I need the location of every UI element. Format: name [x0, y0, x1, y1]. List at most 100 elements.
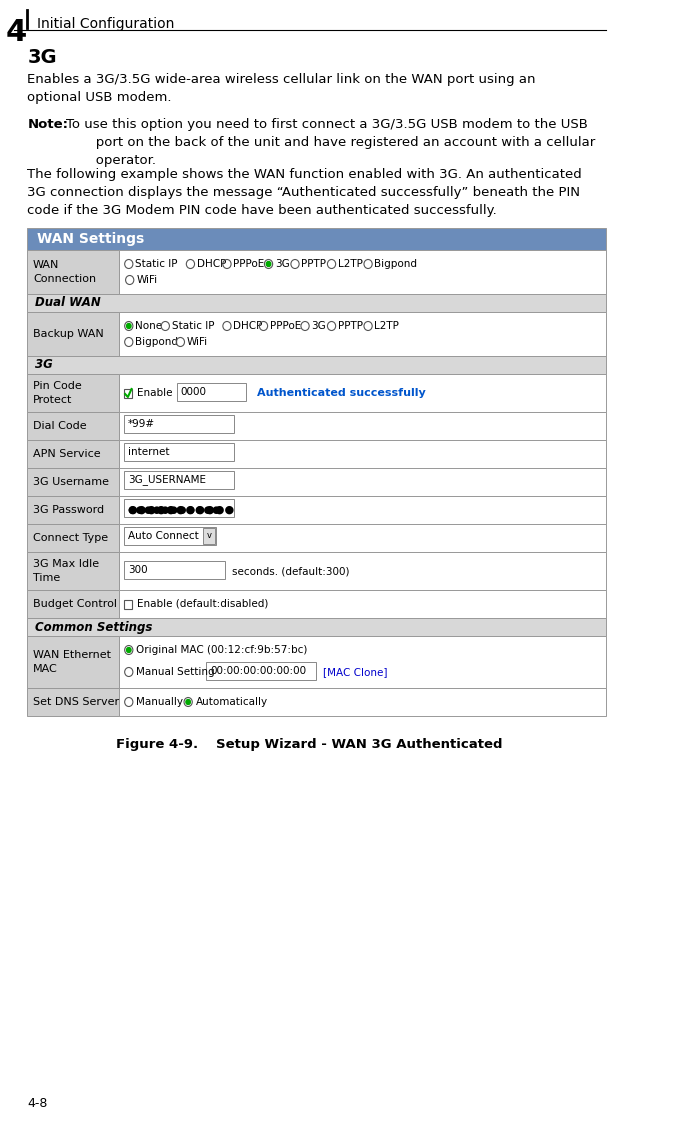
Text: PPTP: PPTP [301, 259, 327, 268]
Text: internet: internet [128, 447, 169, 457]
Text: Bigpond: Bigpond [135, 337, 178, 347]
Bar [119, 468, 606, 496]
Bar [119, 552, 606, 590]
Bar [124, 527, 215, 545]
Text: 3G: 3G [35, 359, 52, 371]
Bar [27, 688, 119, 716]
Text: seconds. (default:300): seconds. (default:300) [232, 566, 350, 576]
Bar [124, 415, 234, 433]
Text: WiFi: WiFi [187, 337, 208, 347]
Bar [124, 499, 234, 517]
Bar [119, 636, 606, 688]
Text: Dial Code: Dial Code [33, 421, 86, 431]
Text: L2TP: L2TP [338, 259, 363, 268]
Text: 3G Password: 3G Password [33, 505, 104, 515]
Text: 3G Max Idle
Time: 3G Max Idle Time [33, 559, 99, 582]
Text: APN Service: APN Service [33, 449, 100, 459]
Text: Dual WAN: Dual WAN [35, 297, 100, 309]
Circle shape [126, 647, 131, 652]
Text: Note:: Note: [27, 118, 69, 131]
Text: To use this option you need to first connect a 3G/3.5G USB modem to the USB
    : To use this option you need to first con… [66, 118, 595, 167]
Text: Original MAC (00:12:cf:9b:57:bc): Original MAC (00:12:cf:9b:57:bc) [136, 645, 308, 655]
Text: Enable (default:disabled): Enable (default:disabled) [137, 599, 268, 609]
Text: Common Settings: Common Settings [35, 620, 152, 634]
Text: 3G_USERNAME: 3G_USERNAME [128, 475, 206, 485]
Text: 4-8: 4-8 [27, 1098, 48, 1110]
Bar [27, 440, 119, 468]
Bar [27, 636, 119, 688]
Bar [27, 294, 606, 312]
Text: PPPoE: PPPoE [270, 321, 301, 331]
Text: Enable: Enable [137, 388, 172, 398]
Bar [27, 374, 119, 412]
Bar [27, 496, 119, 525]
Bar [119, 374, 606, 412]
Text: 00:00:00:00:00:00: 00:00:00:00:00:00 [210, 666, 306, 676]
Bar [124, 561, 225, 579]
Text: 3G: 3G [275, 259, 290, 268]
Text: Static IP: Static IP [172, 321, 214, 331]
Text: Auto Connect: Auto Connect [128, 531, 199, 541]
Text: Backup WAN: Backup WAN [33, 329, 104, 340]
Bar [27, 618, 606, 636]
Bar [124, 388, 132, 397]
Text: Pin Code
Protect: Pin Code Protect [33, 381, 81, 405]
Bar [27, 250, 119, 294]
Bar [27, 312, 119, 356]
Circle shape [266, 262, 271, 266]
Text: L2TP: L2TP [375, 321, 399, 331]
Text: PPPoE: PPPoE [234, 259, 265, 268]
Text: Budget Control: Budget Control [33, 599, 117, 609]
Circle shape [126, 324, 131, 328]
Bar [119, 312, 606, 356]
Text: Authenticated successfully: Authenticated successfully [257, 388, 426, 398]
Bar [177, 384, 246, 400]
Text: DHCP: DHCP [197, 259, 226, 268]
Text: 300: 300 [128, 565, 147, 575]
Text: Connect Type: Connect Type [33, 534, 108, 543]
Text: 4: 4 [6, 18, 27, 47]
Bar [27, 228, 606, 250]
Text: The following example shows the WAN function enabled with 3G. An authenticated
3: The following example shows the WAN func… [27, 168, 582, 217]
Text: *99#: *99# [128, 418, 155, 429]
Text: v: v [206, 531, 212, 540]
Text: 3G: 3G [312, 321, 326, 331]
Bar [119, 412, 606, 440]
Text: 0000: 0000 [181, 387, 207, 397]
Bar [27, 525, 119, 552]
Bar [27, 468, 119, 496]
Text: Manual Setting: Manual Setting [136, 667, 215, 677]
Text: Set DNS Server: Set DNS Server [33, 697, 119, 707]
Bar [119, 496, 606, 525]
Bar [27, 552, 119, 590]
Bar [27, 412, 119, 440]
Bar [203, 528, 215, 544]
Bar [119, 525, 606, 552]
Circle shape [186, 699, 190, 705]
Bar [124, 472, 234, 490]
Bar [206, 662, 316, 680]
Text: Figure 4-9.  Setup Wizard - WAN 3G Authenticated: Figure 4-9. Setup Wizard - WAN 3G Authen… [116, 738, 503, 751]
Text: Manually: Manually [136, 697, 183, 707]
Bar [119, 250, 606, 294]
Text: 3G Username: 3G Username [33, 477, 109, 487]
Bar [119, 440, 606, 468]
Bar [119, 590, 606, 618]
Text: Automatically: Automatically [196, 697, 268, 707]
Text: PPTP: PPTP [338, 321, 363, 331]
Bar [27, 590, 119, 618]
Text: [MAC Clone]: [MAC Clone] [323, 667, 388, 677]
Text: Enables a 3G/3.5G wide-area wireless cellular link on the WAN port using an
opti: Enables a 3G/3.5G wide-area wireless cel… [27, 73, 536, 104]
Text: Static IP: Static IP [135, 259, 178, 268]
Text: WiFi: WiFi [137, 275, 158, 285]
Text: WAN Settings: WAN Settings [37, 232, 144, 246]
Text: WAN
Connection: WAN Connection [33, 261, 96, 283]
Text: Bigpond: Bigpond [375, 259, 418, 268]
Text: DHCP: DHCP [234, 321, 263, 331]
Text: ●●●●●●●●●●●: ●●●●●●●●●●● [128, 505, 235, 515]
Bar [124, 599, 132, 608]
Bar [124, 443, 234, 461]
Text: WAN Ethernet
MAC: WAN Ethernet MAC [33, 651, 111, 673]
Text: Initial Configuration: Initial Configuration [37, 17, 174, 30]
Text: ●●●●●●●●●●●: ●●●●●●●●●●● [128, 505, 221, 515]
